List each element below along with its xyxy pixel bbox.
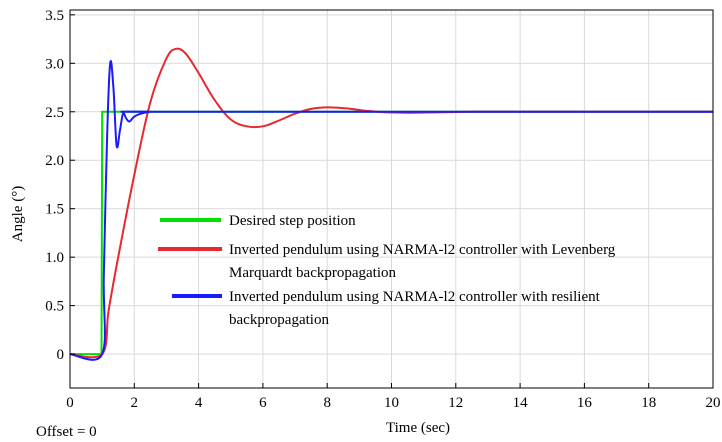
y-tick-label: 2.5 — [45, 105, 64, 121]
x-tick-label: 4 — [195, 395, 203, 411]
x-tick-label: 10 — [384, 395, 399, 411]
legend-label: Inverted pendulum using NARMA-l2 control… — [229, 289, 601, 305]
x-tick-label: 0 — [66, 395, 74, 411]
x-tick-label: 20 — [706, 395, 721, 411]
y-tick-label: 1.5 — [45, 202, 64, 218]
legend-label: Inverted pendulum using NARMA-l2 control… — [229, 242, 616, 258]
x-axis-ticks: 0 2 4 6 8 10 12 14 16 18 20 — [66, 383, 721, 411]
x-axis-label: Time (sec) — [386, 420, 450, 436]
legend-label: backpropagation — [229, 312, 329, 328]
x-tick-label: 12 — [448, 395, 463, 411]
y-axis-label: Angle (°) — [10, 186, 26, 242]
y-tick-label: 2.0 — [45, 153, 64, 169]
legend-item-levenberg-marquardt: Inverted pendulum using NARMA-l2 control… — [158, 242, 616, 281]
legend-item-desired-step: Desired step position — [160, 213, 356, 229]
series-line-resilient — [69, 60, 713, 361]
x-tick-label: 14 — [513, 395, 529, 411]
offset-footnote: Offset = 0 — [36, 424, 97, 440]
legend-label: Marquardt backpropagation — [229, 265, 397, 281]
y-tick-label: 0 — [57, 347, 65, 363]
y-axis-ticks: 0 0.5 1.0 1.5 2.0 2.5 3.0 3.5 — [45, 8, 75, 363]
x-tick-label: 8 — [323, 395, 331, 411]
x-tick-label: 16 — [577, 395, 593, 411]
legend: Desired step position Inverted pendulum u… — [158, 213, 616, 328]
y-tick-label: 3.0 — [45, 56, 64, 72]
x-tick-label: 18 — [641, 395, 656, 411]
y-tick-label: 3.5 — [45, 8, 64, 24]
legend-item-resilient: Inverted pendulum using NARMA-l2 control… — [172, 289, 601, 328]
series-lines — [69, 47, 713, 361]
y-tick-label: 1.0 — [45, 250, 64, 266]
grid — [70, 10, 713, 388]
x-tick-label: 2 — [131, 395, 139, 411]
x-tick-label: 6 — [259, 395, 267, 411]
legend-label: Desired step position — [229, 213, 356, 229]
y-tick-label: 0.5 — [45, 299, 64, 315]
